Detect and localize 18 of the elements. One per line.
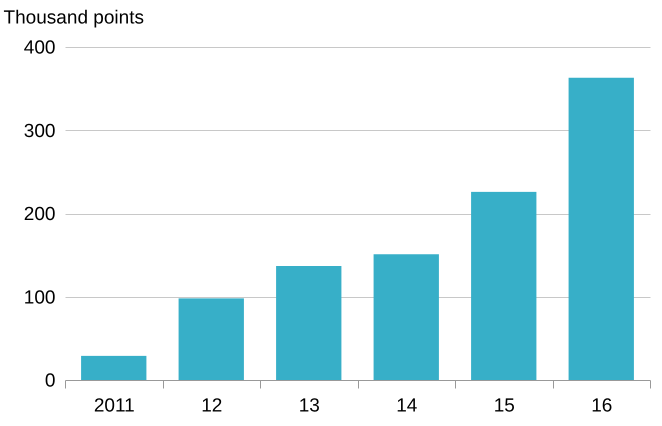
bar bbox=[374, 254, 439, 380]
x-tick-label: 16 bbox=[591, 396, 612, 416]
bar bbox=[568, 78, 634, 380]
y-tick-label: 0 bbox=[44, 370, 56, 392]
bar bbox=[178, 298, 244, 380]
x-tick-label: 12 bbox=[201, 396, 222, 416]
y-tick-label: 200 bbox=[24, 204, 56, 225]
x-tick-label: 2011 bbox=[94, 396, 135, 416]
x-tick-label: 13 bbox=[298, 396, 320, 416]
bar bbox=[471, 192, 536, 380]
bar bbox=[81, 356, 146, 380]
x-tick-label: 14 bbox=[396, 396, 418, 416]
bar bbox=[276, 266, 342, 380]
y-tick-label: 100 bbox=[24, 287, 56, 308]
y-tick-label: 400 bbox=[24, 38, 56, 58]
y-tick-label: 300 bbox=[24, 120, 56, 142]
x-tick-label: 15 bbox=[494, 396, 515, 416]
y-axis-title: Thousand points bbox=[4, 8, 144, 28]
